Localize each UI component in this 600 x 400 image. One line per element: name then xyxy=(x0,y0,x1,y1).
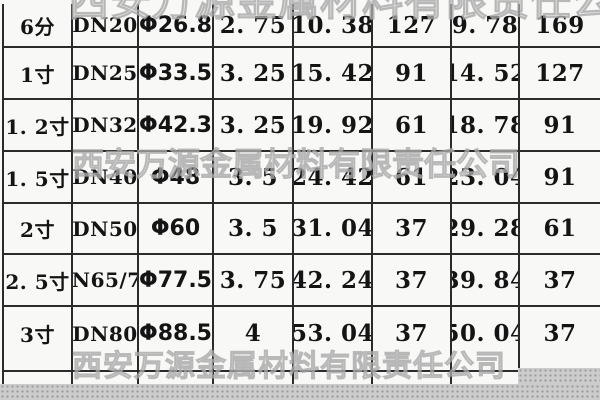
table-cell: 37 xyxy=(520,255,600,307)
table-cell: 10. 38 xyxy=(294,4,373,48)
table-cell: 2寸 xyxy=(2,204,73,255)
table-cell xyxy=(2,372,73,393)
table-cell: Φ48 xyxy=(139,152,214,204)
table-cell xyxy=(214,372,294,393)
table-cell: 18. 78 xyxy=(452,100,520,152)
table-cell: 1. 2寸 xyxy=(2,100,73,152)
table-cell: DN25 xyxy=(73,48,139,100)
table-cell: 6分 xyxy=(2,4,73,48)
table-cell: 3寸 xyxy=(2,307,73,372)
table-cell: 31. 04 xyxy=(294,204,373,255)
table-cell: 3. 5 xyxy=(214,204,294,255)
table-cell: 15. 42 xyxy=(294,48,373,100)
table-cell: 61 xyxy=(373,100,452,152)
table-cell: 3. 25 xyxy=(214,48,294,100)
table-cell: 61 xyxy=(520,204,600,255)
table-cell: 4 xyxy=(214,307,294,372)
table-cell: 61 xyxy=(373,152,452,204)
table-cell: DN50 xyxy=(73,204,139,255)
table-cell: Φ77.5 xyxy=(139,255,214,307)
table-cell: 169 xyxy=(520,4,600,48)
table-cell: 23. 04 xyxy=(452,152,520,204)
table-cell: 91 xyxy=(520,152,600,204)
table-cell: 3. 25 xyxy=(214,100,294,152)
table-cell: 50. 04 xyxy=(452,307,520,372)
table-cell: DN32 xyxy=(73,100,139,152)
table-cell: Φ33.5 xyxy=(139,48,214,100)
table-cell: 37 xyxy=(373,204,452,255)
table-cell: DN65/70 xyxy=(73,255,139,307)
table-cell xyxy=(294,372,373,393)
table-cell: 37 xyxy=(520,307,600,372)
table-cell: 9. 78 xyxy=(452,4,520,48)
table-cell: 91 xyxy=(373,48,452,100)
table-cell: 24. 42 xyxy=(294,152,373,204)
table-cell xyxy=(139,372,214,393)
table-cell: DN40 xyxy=(73,152,139,204)
table-cell: 37 xyxy=(373,307,452,372)
transparency-checker-band xyxy=(0,384,600,400)
table-cell: DN20 xyxy=(73,4,139,48)
table-cell: 2. 75 xyxy=(214,4,294,48)
table-cell: 127 xyxy=(520,48,600,100)
table-cell: Φ88.5 xyxy=(139,307,214,372)
table-cell: 2. 5寸 xyxy=(2,255,73,307)
table-cell: 91 xyxy=(520,100,600,152)
spec-table: 6分 DN20 Φ26.8 2. 75 10. 38 127 9. 78 169 1寸 DN25 Φ… xyxy=(2,4,600,393)
table-cell: 39. 84 xyxy=(452,255,520,307)
table-cell: Φ26.8 xyxy=(139,4,214,48)
table-cell: DN80 xyxy=(73,307,139,372)
table-cell: Φ42.3 xyxy=(139,100,214,152)
table-cell: 19. 92 xyxy=(294,100,373,152)
table-cell: 42. 24 xyxy=(294,255,373,307)
table-cell: 53. 04 xyxy=(294,307,373,372)
table-cell: 1. 5寸 xyxy=(2,152,73,204)
table-cell xyxy=(373,372,452,393)
table-cell: 14. 52 xyxy=(452,48,520,100)
table-cell: 37 xyxy=(373,255,452,307)
table-cell: 29. 28 xyxy=(452,204,520,255)
table-cell: 3. 5 xyxy=(214,152,294,204)
table-cell: 127 xyxy=(373,4,452,48)
table-cell xyxy=(73,372,139,393)
table-cell: Φ60 xyxy=(139,204,214,255)
table-cell: 3. 75 xyxy=(214,255,294,307)
table-cell: 1寸 xyxy=(2,48,73,100)
